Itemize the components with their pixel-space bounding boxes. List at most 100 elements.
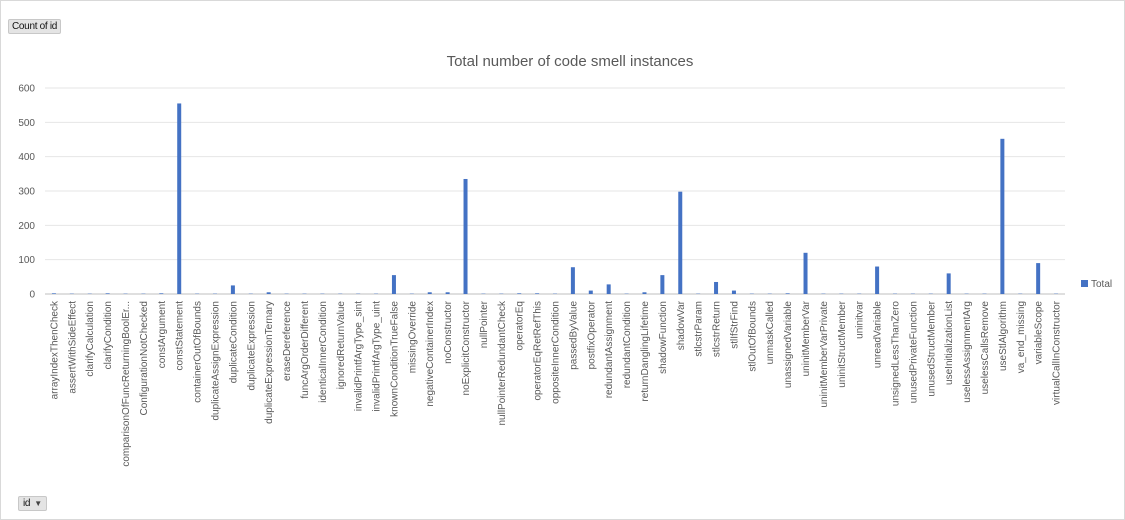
y-tick-label: 200 — [18, 221, 35, 232]
x-tick-label: postfixOperator — [586, 300, 597, 369]
x-tick-label: unmaskCalled — [765, 301, 776, 364]
x-tick-label: constStatement — [175, 301, 186, 371]
x-tick-label: missingOverride — [407, 301, 418, 374]
x-tick-label: uselessAssignmentArg — [962, 301, 973, 403]
x-tick-label: nullPointerRedundantCheck — [497, 300, 508, 426]
x-tick-label: variableScope — [1034, 301, 1045, 365]
x-tick-label: duplicateExpression — [246, 301, 257, 391]
y-tick-label: 0 — [29, 290, 35, 301]
y-tick-label: 400 — [18, 152, 35, 163]
value-field-button[interactable]: Count of id — [8, 19, 62, 34]
bar-arrayIndexThenCheck — [51, 293, 56, 294]
x-tick-label: comparisonOfFuncReturningBoolEr... — [121, 301, 132, 467]
x-tick-label: invalidPrintfArgType_uint — [372, 301, 383, 412]
x-tick-label: useInitializationList — [944, 301, 955, 385]
y-tick-label: 500 — [18, 118, 35, 129]
x-tick-label: unusedStructMember — [926, 300, 937, 396]
bar-useInitializationList — [946, 273, 951, 294]
x-tick-label: redundantCondition — [622, 301, 633, 388]
x-tick-label: stlcstrReturn — [712, 301, 723, 357]
bar-negativeContainerIndex — [427, 292, 432, 294]
x-tick-label: funcArgOrderDifferent — [300, 301, 311, 399]
bar-variableScope — [1036, 263, 1041, 294]
axis-field-button[interactable]: id ▼ — [18, 496, 47, 511]
x-tick-label: unsignedLessThanZero — [891, 301, 902, 407]
chart-title: Total number of code smell instances — [447, 53, 694, 70]
axis-field-label: id — [23, 498, 31, 509]
x-tick-label: containerOutOfBounds — [193, 301, 204, 403]
bar-unassignedVariable — [785, 293, 790, 294]
bar-shadowFunction — [660, 275, 665, 294]
x-tick-label: redundantAssignment — [604, 301, 615, 399]
bar-postfixOperator — [588, 290, 593, 294]
x-tick-label: shadowVar — [676, 300, 687, 350]
bar-shadowVar — [678, 191, 683, 294]
x-tick-label: uselessCallsRemove — [980, 301, 991, 395]
x-tick-label: unusedPrivateFunction — [908, 301, 919, 403]
x-tick-label: nullPointer — [479, 300, 490, 348]
x-tick-label: passedByValue — [568, 301, 579, 370]
x-tick-label: knownConditionTrueFalse — [389, 301, 400, 417]
bar-duplicateCondition — [230, 285, 235, 294]
bar-clarifyCondition — [105, 293, 110, 294]
x-tick-label: operatorEq — [515, 301, 526, 350]
bar-unreadVariable — [875, 266, 880, 294]
bars — [51, 103, 1059, 294]
legend: Total — [1081, 279, 1112, 290]
x-tick-label: shadowFunction — [658, 301, 669, 374]
x-tick-label: uninitMemberVarPrivate — [819, 301, 830, 408]
bar-knownConditionTrueFalse — [391, 275, 396, 294]
bar-operatorEqRetRefThis — [535, 293, 540, 294]
x-tick-label: ignoredReturnValue — [336, 301, 347, 390]
x-tick-label: va_end_missing — [1016, 301, 1027, 373]
x-tick-label: arrayIndexThenCheck — [49, 300, 60, 399]
y-axis-ticks: 0 100 200 300 400 500 600 — [18, 84, 35, 301]
bar-operatorEq — [517, 293, 522, 294]
bar-passedByValue — [570, 267, 575, 294]
y-tick-label: 600 — [18, 84, 35, 95]
bar-redundantAssignment — [606, 284, 611, 294]
x-tick-label: duplicateExpressionTernary — [264, 301, 275, 424]
bar-returnDanglingLifetime — [642, 292, 647, 294]
x-tick-label: invalidPrintfArgType_sint — [354, 301, 365, 411]
x-tick-label: negativeContainerIndex — [425, 301, 436, 407]
x-tick-label: uninitStructMember — [837, 300, 848, 387]
x-tick-label: clarifyCondition — [103, 301, 114, 369]
y-tick-label: 300 — [18, 187, 35, 198]
x-tick-label: noExplicitConstructor — [461, 300, 472, 395]
x-tick-label: unreadVariable — [873, 301, 884, 369]
bar-noExplicitConstructor — [463, 178, 468, 294]
x-tick-label: duplicateAssignExpression — [211, 301, 222, 421]
x-tick-label: stlOutOfBounds — [747, 301, 758, 372]
x-tick-label: stlIfStrFind — [729, 301, 740, 349]
x-tick-label: operatorEqRetRefThis — [533, 301, 544, 401]
bar-duplicateExpressionTernary — [266, 292, 271, 294]
x-tick-label: noConstructor — [443, 300, 454, 363]
x-axis-labels: arrayIndexThenCheck assertWithSideEffect c… — [49, 300, 1062, 467]
x-tick-label: assertWithSideEffect — [67, 301, 78, 394]
y-tick-label: 100 — [18, 255, 35, 266]
legend-label-total: Total — [1091, 279, 1112, 290]
x-tick-label: virtualCallInConstructor — [1052, 300, 1063, 405]
gridlines — [45, 87, 1065, 295]
x-tick-label: clarifyCalculation — [85, 301, 96, 377]
bar-useStlAlgorithm — [1000, 138, 1005, 294]
x-tick-label: useStlAlgorithm — [998, 301, 1009, 371]
bar-stlcstrReturn — [714, 281, 719, 294]
x-tick-label: uninitvar — [855, 300, 866, 338]
x-tick-label: stlcstrParam — [694, 301, 705, 357]
bar-stlIfStrFind — [731, 290, 736, 294]
x-tick-label: uninitMemberVar — [801, 300, 812, 376]
x-tick-label: unassignedVariable — [783, 301, 794, 389]
x-tick-label: duplicateCondition — [228, 301, 239, 383]
bar-constStatement — [177, 103, 182, 294]
legend-swatch-total — [1081, 280, 1088, 287]
x-tick-label: returnDanglingLifetime — [640, 301, 651, 402]
x-tick-label: identicalInnerCondition — [318, 301, 329, 403]
dropdown-arrow-icon[interactable]: ▼ — [34, 499, 42, 508]
x-tick-label: eraseDereference — [282, 301, 293, 381]
x-tick-label: oppositeInnerCondition — [551, 301, 562, 404]
bar-constArgument — [159, 293, 164, 294]
bar-uninitMemberVar — [803, 252, 808, 294]
